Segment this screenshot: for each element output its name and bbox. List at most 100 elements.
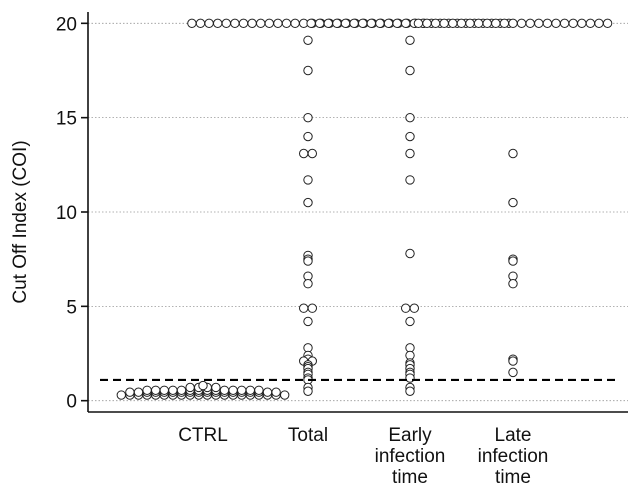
data-point (256, 18, 266, 29)
data-point (303, 175, 313, 185)
data-point (290, 18, 300, 29)
data-point (401, 18, 411, 29)
data-point (238, 18, 249, 29)
data-point (211, 382, 221, 393)
data-point (262, 387, 273, 397)
data-point (307, 148, 317, 159)
data-point (306, 18, 316, 29)
data-point (525, 18, 535, 29)
data-point (307, 303, 317, 313)
y-axis-label: Cut Off Index (COI) (10, 140, 31, 303)
x-tick-label: Early (388, 425, 432, 446)
data-point (430, 18, 441, 29)
data-point (230, 18, 240, 29)
data-point (383, 18, 394, 29)
data-point (602, 18, 613, 29)
x-tick-label: infection (375, 446, 446, 467)
y-tick-label: 15 (56, 109, 77, 130)
data-point (280, 390, 290, 400)
data-point (508, 278, 518, 289)
data-point (568, 18, 578, 29)
data-point (405, 112, 415, 123)
data-point (585, 18, 596, 29)
data-point (264, 18, 274, 29)
data-point (228, 385, 238, 396)
data-point (299, 303, 309, 313)
data-point (508, 148, 518, 159)
x-tick-label: time (392, 467, 428, 485)
data-point (405, 35, 415, 46)
x-tick-label: Late (495, 425, 532, 446)
data-point (516, 18, 527, 29)
data-point (247, 18, 257, 29)
data-point (413, 18, 424, 29)
data-point (125, 387, 135, 397)
grid-lines (88, 22, 628, 402)
data-point (315, 18, 325, 29)
data-point (168, 385, 178, 396)
data-point (195, 18, 206, 29)
data-point (303, 386, 313, 396)
data-point (392, 18, 402, 29)
data-point (303, 278, 313, 289)
data-point (405, 148, 415, 159)
x-tick-labels: CTRL Total EarlyinfectiontimeLateinfection… (178, 425, 548, 485)
data-point (405, 131, 415, 142)
data-point (405, 65, 415, 76)
data-point (142, 385, 152, 396)
data-point (577, 18, 587, 29)
data-point (534, 18, 544, 29)
data-point (422, 18, 432, 29)
data-point (405, 248, 415, 259)
x-tick-label: CTRL (178, 425, 228, 446)
data-point (332, 18, 342, 29)
data-point (303, 197, 313, 208)
data-point (340, 18, 351, 29)
data-point (473, 18, 484, 29)
data-point (508, 367, 518, 378)
x-tick-label: time (495, 467, 531, 485)
data-point (245, 385, 256, 396)
data-point (491, 18, 501, 29)
x-tick-label: infection (478, 446, 549, 467)
data-point (303, 35, 313, 46)
data-point (349, 18, 359, 29)
data-point (204, 18, 214, 29)
data-point (508, 18, 518, 29)
data-point (358, 18, 368, 29)
data-point (299, 148, 309, 159)
data-point (151, 385, 161, 396)
data-points (116, 18, 613, 400)
data-point (405, 316, 415, 327)
data-point (551, 18, 561, 29)
data-point (303, 256, 313, 266)
data-point (499, 18, 510, 29)
data-point (508, 256, 518, 266)
data-point (133, 387, 144, 397)
data-point (439, 18, 449, 29)
y-tick-label: 10 (56, 203, 77, 224)
data-point (176, 385, 187, 396)
data-point (185, 382, 195, 393)
data-point (482, 18, 492, 29)
data-point (271, 387, 281, 397)
data-point (401, 303, 411, 313)
y-tick-label: 20 (56, 14, 77, 35)
data-point (221, 18, 232, 29)
data-point (448, 18, 458, 29)
data-point (542, 18, 553, 29)
y-tick-label: 0 (66, 392, 77, 413)
data-point (303, 131, 313, 142)
data-point (303, 65, 313, 76)
y-ticks: 0 5 10 15 20 (56, 14, 88, 413)
data-point (559, 18, 570, 29)
data-point (198, 380, 208, 391)
data-point (405, 386, 415, 396)
data-point (219, 385, 230, 396)
data-point (465, 18, 475, 29)
data-point (594, 18, 604, 29)
data-point (303, 112, 313, 123)
data-point (366, 18, 376, 29)
data-point (159, 385, 170, 396)
